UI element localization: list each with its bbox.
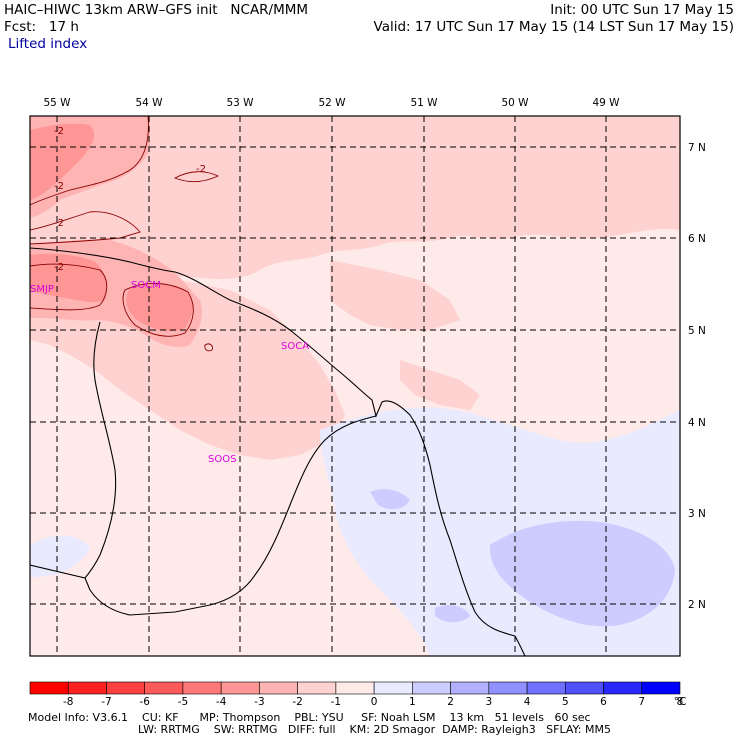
contour-line [122,282,194,337]
coastline [30,247,526,656]
colorbar-tick: -1 [331,696,341,708]
field-region-minus1-mid [400,360,480,410]
colorbar-tick: 8 [677,696,684,708]
colorbar-swatch [259,681,298,695]
colorbar-tick: -2 [292,696,302,708]
longitude-label: 55 W [43,97,71,109]
field-region-plus1-west [30,535,90,578]
colorbar-tick: -5 [178,696,188,708]
longitude-label: 50 W [501,97,529,109]
colorbar-swatch [106,681,146,695]
longitude-labels: 55 W 54 W 53 W 52 W 51 W 50 W 49 W [43,97,620,109]
init-time: Init: 00 UTC Sun 17 May 15 [550,2,734,18]
latitude-label: 2 N [688,599,706,611]
contour-line [30,211,141,245]
station-soca: SOCA [281,341,309,352]
colorbar-swatch [450,681,490,695]
contour-label: -2 [54,181,64,192]
field-region-plus2-patch [370,489,410,510]
longitude-label: 53 W [226,97,254,109]
colorbar-tick: 6 [600,696,607,708]
border-west [30,321,117,579]
field-region-minus3-coast [30,253,107,303]
colorbar-swatch [220,681,260,695]
colorbar-swatch [641,681,681,695]
latitude-labels: 7 N 6 N 5 N 4 N 3 N 2 N [688,142,706,611]
footer-physics-info: LW: RRTMG SW: RRTMG DIFF: full KM: 2D Sm… [138,723,611,736]
latitude-label: 7 N [688,142,706,154]
shaded-field [30,116,680,656]
lat-lon-grid [30,116,680,656]
forecast-hour: Fcst: 17 h [4,19,79,35]
colorbar-tick: -6 [139,696,150,708]
colorbar-swatch [564,681,604,695]
colorbar-swatch [182,681,222,695]
model-title: HAIC–HIWC 13km ARW–GFS init NCAR/MMM [4,2,309,18]
colorbar-swatch [373,681,413,695]
colorbar-swatch [297,681,337,695]
contours [30,116,220,352]
latitude-label: 5 N [688,325,706,337]
border-east [84,415,377,616]
latitude-label: 6 N [688,233,706,245]
longitude-label: 51 W [410,97,438,109]
colorbar-tick: 4 [524,696,531,708]
contour-labels: -2 -2 -2 -2 -2 [54,126,206,273]
contour-line [30,116,149,206]
colorbar-tick: 0 [371,696,378,708]
station-smjp: SMJP [30,284,54,295]
field-region-minus3-inland [126,284,193,332]
colorbar-swatch [488,681,528,695]
colorbar-swatch [335,681,375,695]
colorbar-swatch [67,681,107,695]
colorbar-tick: -3 [254,696,264,708]
field-name: Lifted index [8,36,88,52]
colorbar-tick: -8 [63,696,73,708]
colorbar-tick: 5 [562,696,569,708]
contour-label: -2 [54,126,64,137]
field-region-minus1-east [330,260,460,330]
colorbar-tick: 7 [638,696,645,708]
borders [30,247,526,656]
colorbar-tick: -7 [101,696,111,708]
station-socm: SOCM [131,280,161,291]
map-frame [29,115,681,657]
colorbar-tick: 1 [409,696,416,708]
station-soos: SOOS [208,454,236,465]
contour-label: -2 [196,164,206,175]
footer-model-info: Model Info: V3.6.1 CU: KF MP: Thompson P… [28,711,591,724]
contour-label: -2 [54,218,64,229]
longitude-label: 52 W [318,97,346,109]
colorbar-tick-labels: -8 -7 -6 -5 -4 -3 -2 -1 0 1 2 3 4 5 6 7 8 [63,696,683,708]
colorbar-swatch [144,681,184,695]
contour-line [204,343,213,352]
colorbar-swatch [29,681,69,695]
latitude-label: 3 N [688,508,706,520]
field-region-plus2-patch-2 [435,605,470,623]
colorbar [29,681,681,695]
contour-line [173,171,220,183]
field-region-plus2 [489,520,675,627]
colorbar-unit: °C [674,696,687,708]
contour-label: -2 [54,262,64,273]
colorbar-tick: -4 [216,696,227,708]
station-labels: SMJP SOCM SOCA SOOS [30,280,309,465]
longitude-label: 54 W [135,97,163,109]
colorbar-tick: 3 [485,696,492,708]
colorbar-swatch [526,681,566,695]
field-region-minus3 [30,123,95,200]
colorbar-tick: 2 [447,696,454,708]
longitude-label: 49 W [592,97,620,109]
colorbar-swatch [412,681,451,695]
contour-line [30,263,108,311]
latitude-label: 4 N [688,417,706,429]
colorbar-swatch [603,681,643,695]
valid-time: Valid: 17 UTC Sun 17 May 15 (14 LST Sun … [373,19,734,35]
